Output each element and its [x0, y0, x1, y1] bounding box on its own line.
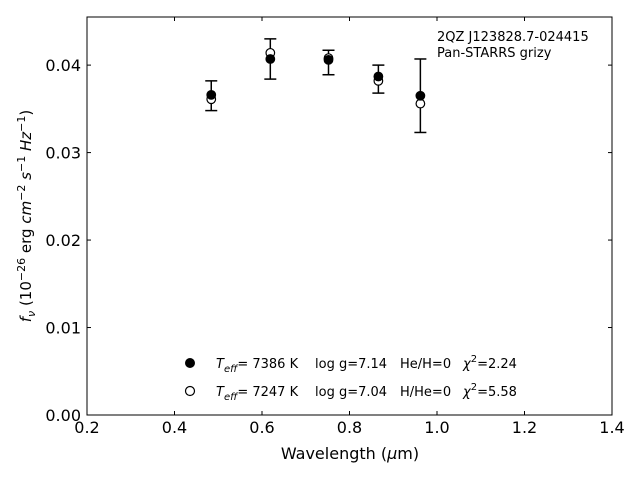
legend-marker-filled [185, 358, 195, 368]
y-tick-label: 0.03 [45, 144, 81, 163]
y-axis: 0.00 0.01 0.02 0.03 0.04 [45, 56, 612, 425]
x-tick-label: 1.4 [599, 418, 624, 437]
x-tick-label: 0.8 [337, 418, 362, 437]
plot-frame [86, 16, 613, 416]
x-axis: 0.2 0.4 0.6 0.8 1.0 1.2 1.4 [74, 17, 625, 437]
y-tick-label: 0.00 [45, 406, 81, 425]
x-tick-label: 0.6 [249, 418, 274, 437]
x-axis-label: Wavelength (μm) [281, 444, 419, 463]
y-tick-label: 0.01 [45, 319, 81, 338]
y-axis-label: fν (10−26 erg cm−2 s−1 Hz−1) [15, 110, 38, 323]
marker-filled-point [415, 90, 426, 101]
marker-filled-point [373, 71, 384, 82]
annotation-survey: Pan-STARRS grizy [437, 46, 552, 61]
y-tick-label: 0.02 [45, 231, 81, 250]
x-tick-label: 0.2 [74, 418, 99, 437]
legend-marker-open [184, 385, 196, 397]
x-tick-label: 0.4 [162, 418, 187, 437]
annotation-object-name: 2QZ J123828.7-024415 [437, 30, 589, 45]
x-tick-label: 1.2 [512, 418, 537, 437]
marker-filled-point [323, 54, 334, 65]
data-markers [206, 47, 426, 109]
marker-filled-point [206, 89, 217, 100]
y-tick-label: 0.04 [45, 56, 81, 75]
x-tick-label: 1.0 [424, 418, 449, 437]
marker-filled-point [265, 54, 276, 64]
